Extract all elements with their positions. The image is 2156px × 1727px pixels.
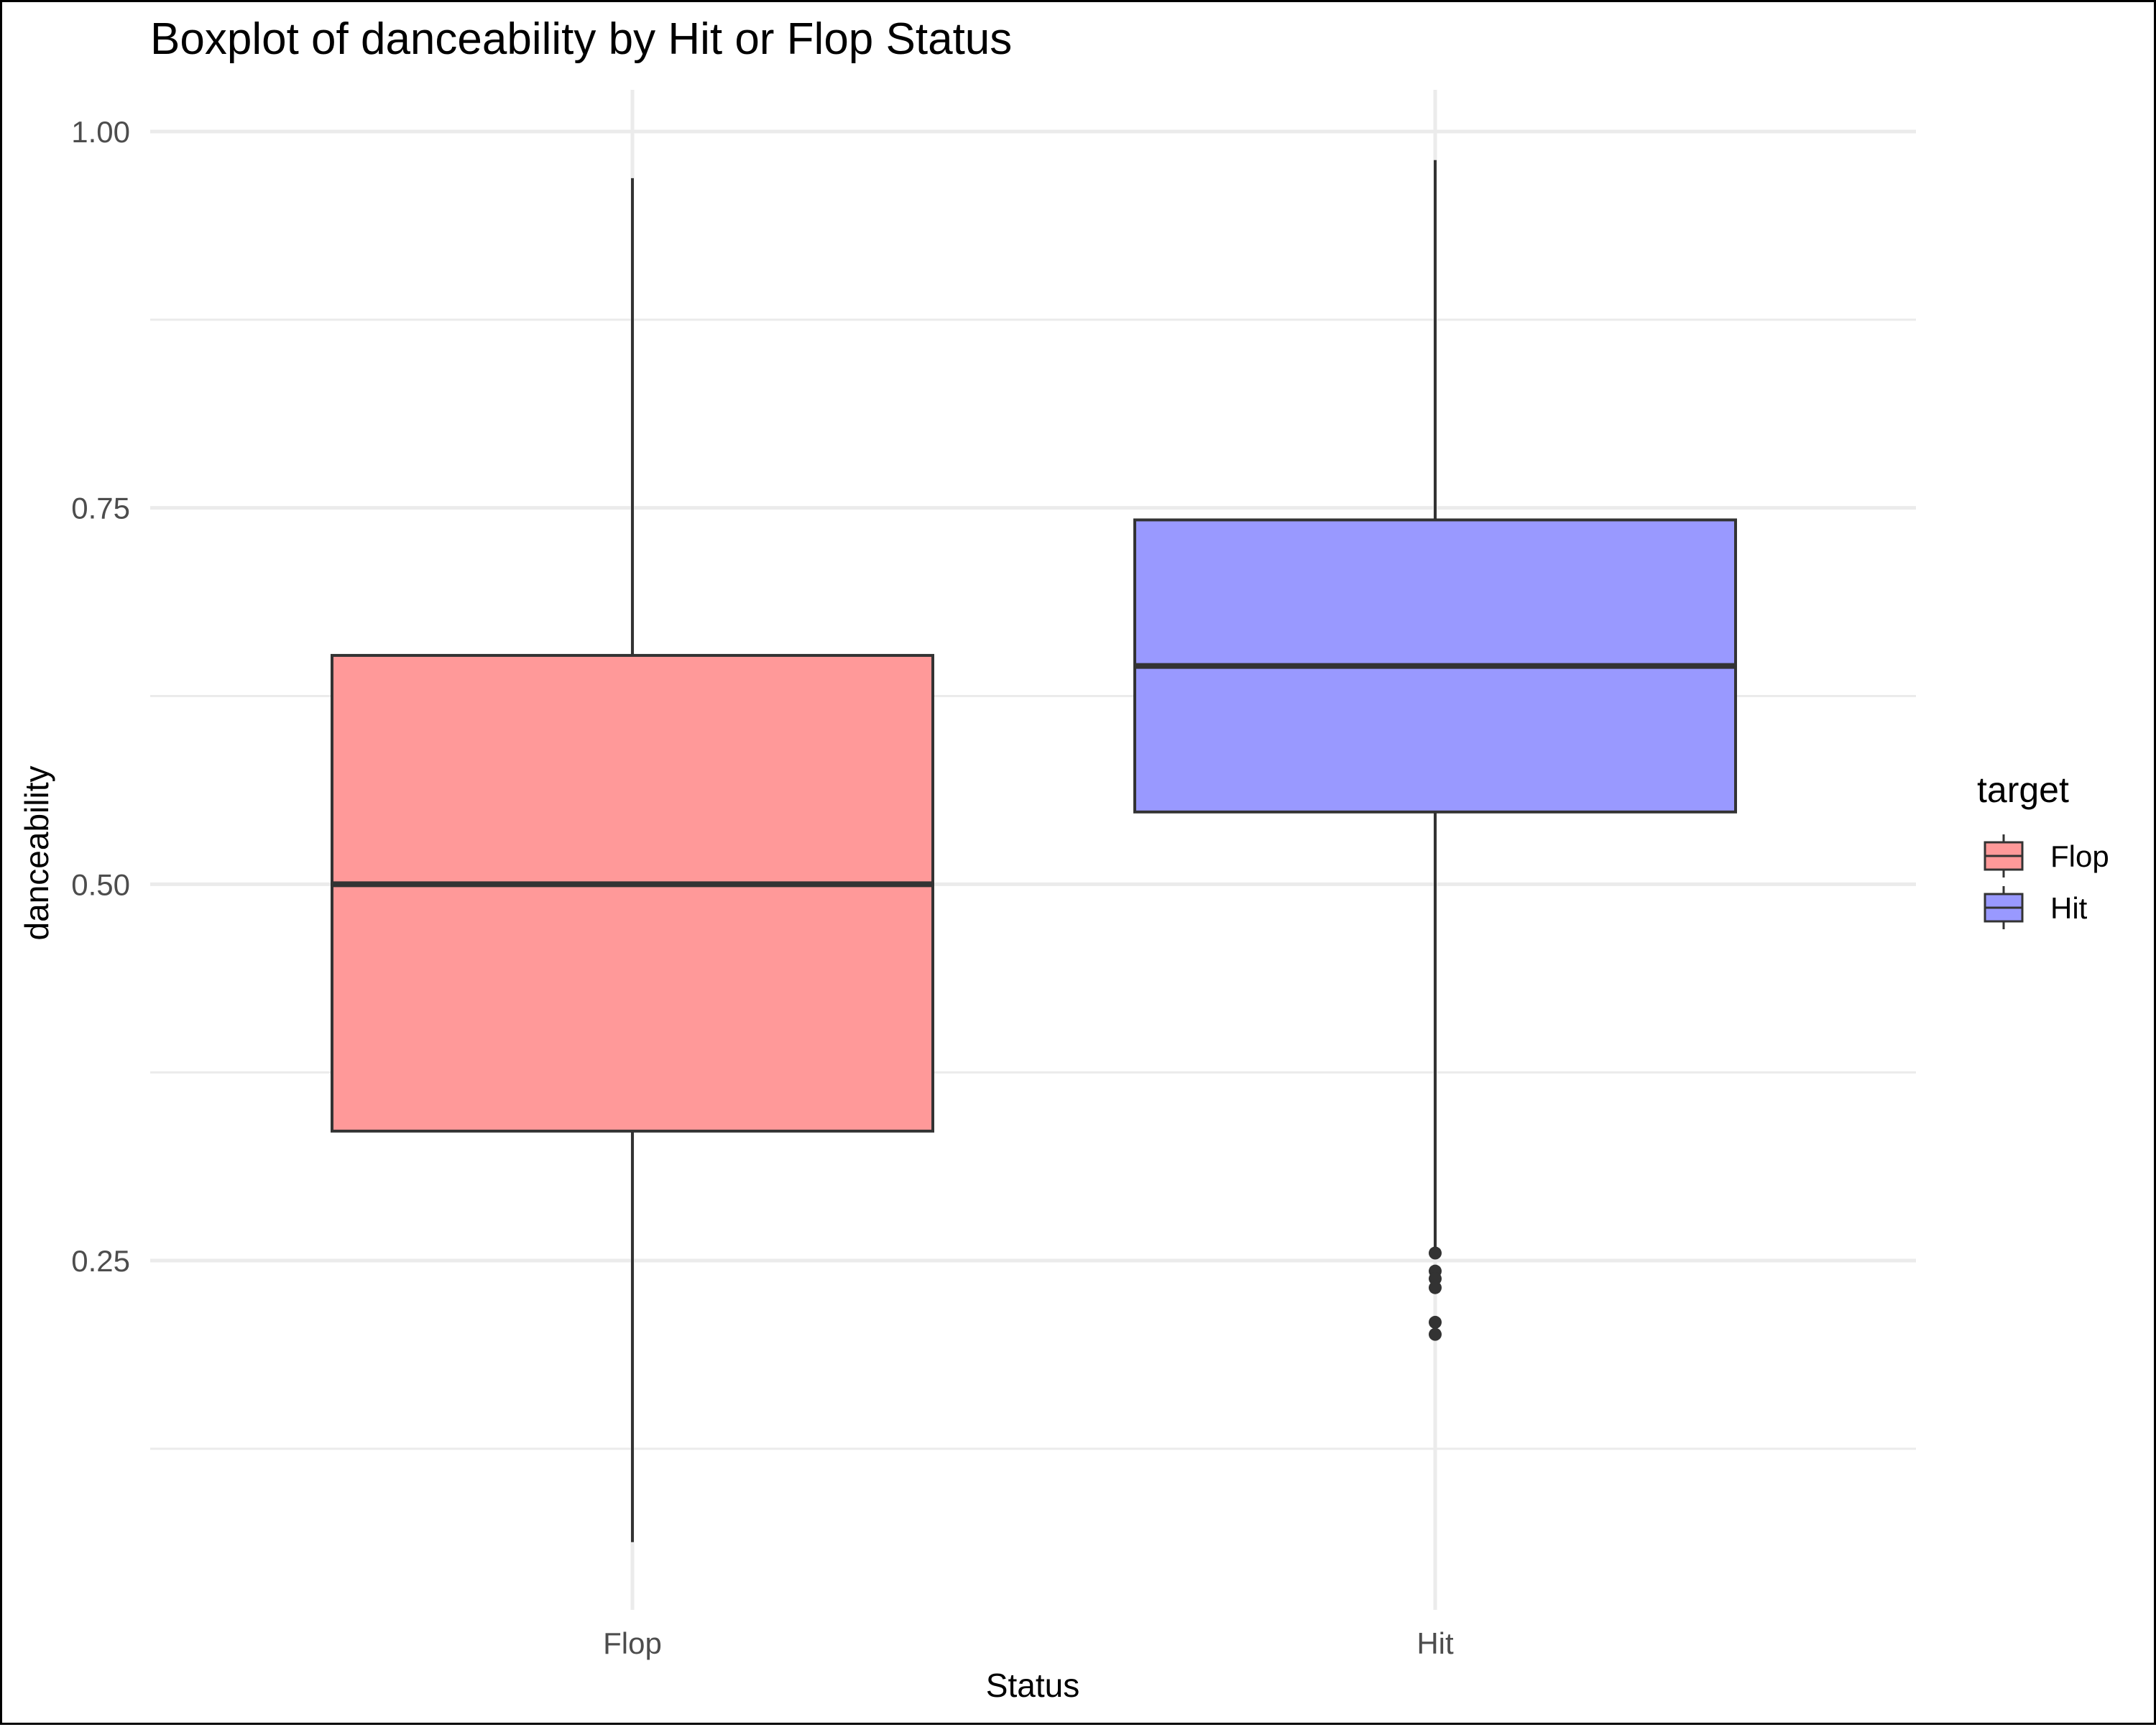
y-tick-label: 0.50 bbox=[71, 867, 130, 901]
outlier-point bbox=[1429, 1246, 1442, 1260]
y-tick-label: 0.25 bbox=[71, 1244, 130, 1278]
y-tick-labels: 0.25 0.50 0.75 1.00 bbox=[71, 115, 130, 1278]
x-tick-label: Flop bbox=[603, 1626, 662, 1660]
outlier-point bbox=[1429, 1315, 1442, 1329]
y-tick-label: 0.75 bbox=[71, 492, 130, 525]
y-tick-label: 1.00 bbox=[71, 115, 130, 149]
x-tick-labels: Flop Hit bbox=[603, 1626, 1454, 1660]
box-body bbox=[331, 653, 934, 1133]
box-flop bbox=[331, 178, 934, 1542]
x-tick-label: Hit bbox=[1416, 1626, 1454, 1660]
outlier-point bbox=[1429, 1281, 1442, 1294]
x-axis-title: Status bbox=[986, 1667, 1079, 1704]
legend-title: target bbox=[1977, 770, 2069, 810]
legend-label: Hit bbox=[2050, 891, 2088, 925]
box-hit bbox=[1133, 160, 1737, 1341]
legend-key-flop bbox=[1984, 834, 2024, 878]
outlier-point bbox=[1429, 1272, 1442, 1286]
y-axis-title: danceability bbox=[18, 766, 55, 941]
legend: target Flop Hit bbox=[1977, 770, 2109, 929]
legend-key-hit bbox=[1984, 886, 2024, 929]
legend-label: Flop bbox=[2050, 839, 2109, 873]
chart-title: Boxplot of danceability by Hit or Flop S… bbox=[150, 14, 1012, 64]
boxplot-layer bbox=[331, 160, 1737, 1542]
outlier-point bbox=[1429, 1327, 1442, 1341]
